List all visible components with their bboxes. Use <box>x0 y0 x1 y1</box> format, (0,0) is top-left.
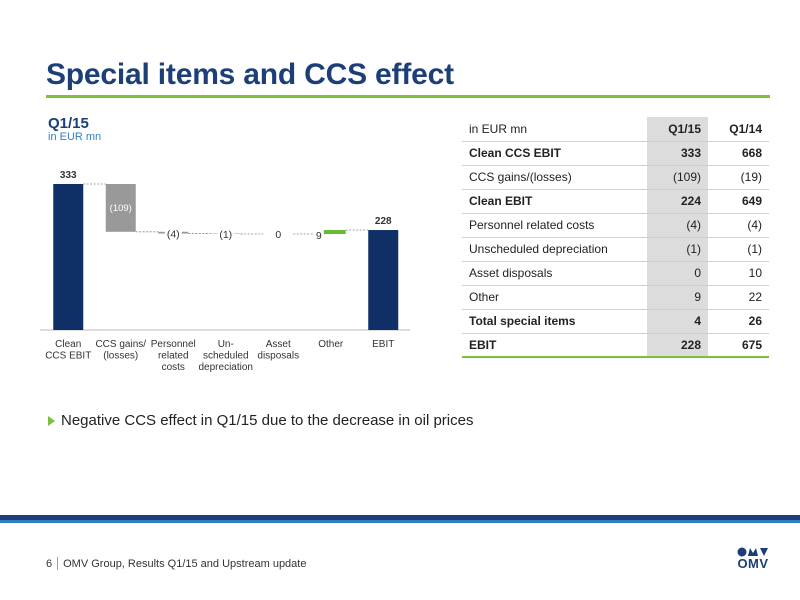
category-label-6: Other <box>318 339 344 350</box>
data-label-1: 333 <box>60 170 77 181</box>
data-label-2: (109) <box>110 203 132 214</box>
row-q114-value: (19) <box>708 165 769 190</box>
table-row: Clean CCS EBIT 333 668 <box>462 141 769 166</box>
table-row: Total special items 4 26 <box>462 309 769 334</box>
footer-band-accent <box>0 520 800 523</box>
data-label-7: 228 <box>375 216 392 227</box>
table-header-row: in EUR mn Q1/15 Q1/14 <box>462 117 769 142</box>
category-label-1: Clean CCS EBIT <box>45 339 91 362</box>
category-label-3: Personnel related costs <box>151 339 196 373</box>
bar-6 <box>315 230 346 235</box>
row-q115-value: (109) <box>647 165 708 190</box>
page-number: 6 <box>46 557 53 570</box>
row-q115-value: 4 <box>647 309 708 334</box>
omv-logo-mark-icon <box>737 547 768 557</box>
data-label-6: 9 <box>316 230 322 242</box>
row-label: Unscheduled depreciation <box>462 237 647 262</box>
category-label-2: CCS gains/(losses) <box>95 339 146 362</box>
row-q114-value: 668 <box>708 141 769 166</box>
category-label-7: EBIT <box>372 339 394 350</box>
row-label: Asset disposals <box>462 261 647 286</box>
footer: 6 OMV Group, Results Q1/15 and Upstream … <box>46 557 306 570</box>
row-q114-value: 22 <box>708 285 769 310</box>
table-row: Other 9 22 <box>462 285 769 310</box>
row-label: Other <box>462 285 647 310</box>
data-label-4: (1) <box>219 229 232 241</box>
bar-1 <box>53 184 84 330</box>
footer-text: OMV Group, Results Q1/15 and Upstream up… <box>63 557 307 570</box>
table-header-q114: Q1/14 <box>708 117 769 142</box>
row-q115-value: 9 <box>647 285 708 310</box>
row-label: Clean CCS EBIT <box>462 141 647 166</box>
data-label-bg <box>217 228 235 241</box>
table-row: EBIT 228 675 <box>462 333 769 358</box>
row-q114-value: 675 <box>708 333 769 358</box>
table-row: Clean EBIT 224 649 <box>462 189 769 214</box>
omv-logo: OMV <box>735 545 771 571</box>
title-divider <box>46 95 770 98</box>
row-label: Total special items <box>462 309 647 334</box>
omv-logo-text: OMV <box>737 556 769 571</box>
footer-separator <box>57 557 59 570</box>
row-q115-value: (4) <box>647 213 708 238</box>
slide-title: Special items and CCS effect <box>46 58 454 91</box>
table-row: CCS gains/(losses) (109) (19) <box>462 165 769 190</box>
row-q115-value: 228 <box>647 333 708 358</box>
footer-band <box>0 515 800 520</box>
bullet-arrow-icon <box>48 415 55 426</box>
chart-title: Q1/15 <box>48 115 89 132</box>
data-label-3: (4) <box>167 229 180 241</box>
row-label: Clean EBIT <box>462 189 647 214</box>
category-label-5: Asset disposals <box>257 339 299 362</box>
table-row: Personnel related costs (4) (4) <box>462 213 769 238</box>
row-q115-value: (1) <box>647 237 708 262</box>
category-label-4: Un-scheduled depreciation <box>199 339 253 373</box>
row-q115-value: 0 <box>647 261 708 286</box>
row-q114-value: 10 <box>708 261 769 286</box>
row-q114-value: 649 <box>708 189 769 214</box>
data-label-bg <box>273 228 284 241</box>
bar-7 <box>368 230 399 330</box>
key-message: Negative CCS effect in Q1/15 due to the … <box>48 412 473 429</box>
chart-subtitle: in EUR mn <box>48 131 102 143</box>
row-q114-value: 26 <box>708 309 769 334</box>
table-row: Asset disposals 0 10 <box>462 261 769 286</box>
data-label-5: 0 <box>275 229 281 241</box>
data-label-bg <box>164 228 182 241</box>
table-header-q115: Q1/15 <box>647 117 708 142</box>
table-header-label: in EUR mn <box>462 117 647 142</box>
data-label-bg <box>313 230 324 243</box>
row-label: EBIT <box>462 333 647 358</box>
row-q114-value: (4) <box>708 213 769 238</box>
special-items-table: in EUR mn Q1/15 Q1/14 Clean CCS EBIT 333 6… <box>462 117 769 358</box>
row-q115-value: 224 <box>647 189 708 214</box>
row-q115-value: 333 <box>647 141 708 166</box>
row-q114-value: (1) <box>708 237 769 262</box>
table-row: Unscheduled depreciation (1) (1) <box>462 237 769 262</box>
row-label: CCS gains/(losses) <box>462 165 647 190</box>
row-label: Personnel related costs <box>462 213 647 238</box>
key-message-text: Negative CCS effect in Q1/15 due to the … <box>61 412 474 429</box>
bar-2 <box>105 184 136 232</box>
